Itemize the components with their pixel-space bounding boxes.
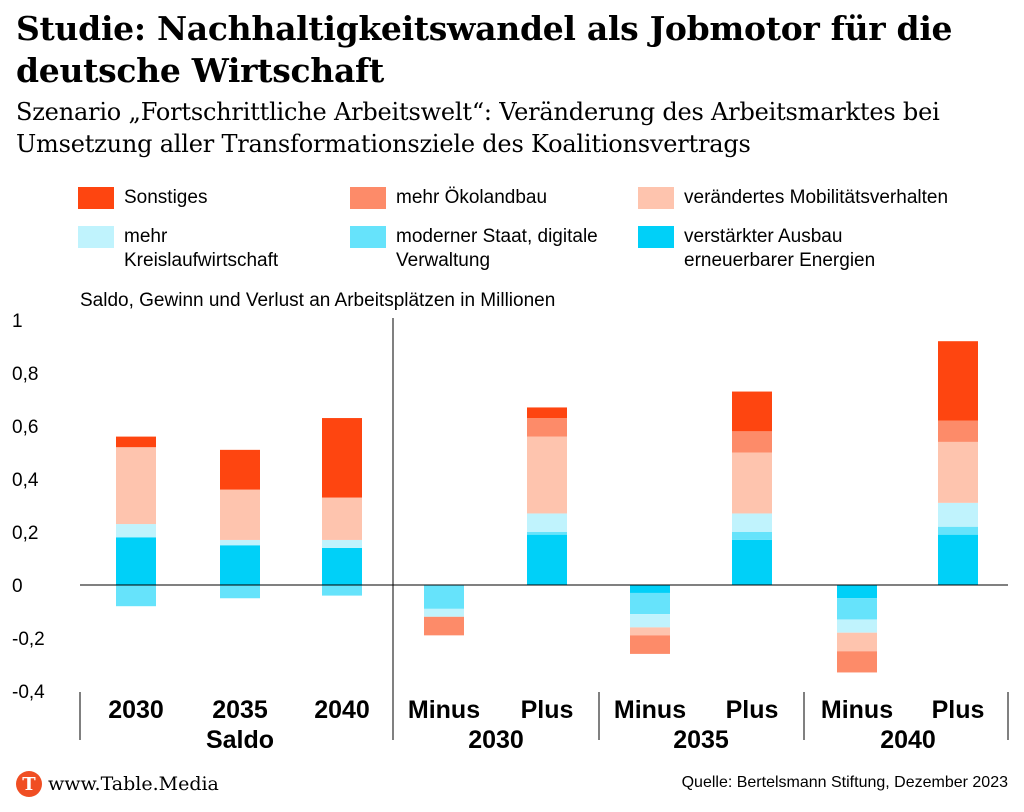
legend-label: Sonstiges: [124, 187, 208, 208]
group-label: Saldo: [206, 726, 274, 754]
bar-segment: [322, 547, 362, 585]
legend-label: verändertes Mobilitätsverhalten: [684, 187, 949, 208]
bar-segment: [837, 619, 877, 633]
legend-label-text: moderner Staat, digitale Verwaltung: [396, 226, 598, 271]
legend-swatch: [78, 226, 114, 248]
y-tick-label: -0,4: [12, 682, 45, 703]
bar-segment: [322, 497, 362, 540]
legend-label: mehr Kreislaufwirtschaft: [124, 225, 324, 273]
bar-segment: [527, 532, 567, 535]
bar-segment: [527, 418, 567, 437]
category-label: Minus: [614, 696, 686, 724]
category-label: Minus: [821, 696, 893, 724]
legend-swatch: [78, 187, 114, 209]
bar-segment: [938, 526, 978, 535]
bar-segment: [732, 532, 772, 540]
chart-subtitle: Szenario „Fortschrittliche Arbeitswelt“:…: [16, 98, 940, 158]
bar-segment: [630, 614, 670, 628]
legend-label: mehr Ökolandbau: [396, 187, 548, 208]
bar-segment: [938, 534, 978, 585]
y-tick-label: 0: [12, 576, 23, 597]
bar-segment: [220, 585, 260, 599]
legend-swatch: [638, 226, 674, 248]
legend-label-text: mehr Kreislaufwirtschaft: [124, 226, 279, 271]
site-url: www.Table.Media: [48, 773, 219, 795]
bar-segment: [322, 585, 362, 596]
y-tick-label: 0,8: [12, 364, 38, 385]
bar-segment: [220, 545, 260, 585]
category-label: 2030: [108, 696, 164, 724]
legend-swatch: [638, 187, 674, 209]
bar-segment: [220, 449, 260, 490]
bar-segment: [116, 436, 156, 448]
bar-segment: [630, 592, 670, 615]
bar-segment: [527, 436, 567, 514]
bar-segment: [116, 585, 156, 607]
legend: Sonstiges mehr Ökolandbau verändertes Mo…: [78, 183, 1018, 278]
bar-segment: [527, 534, 567, 585]
group-label: 2035: [673, 726, 729, 754]
legend-label-text: verstärkter Ausbau erneuerbarer Energien: [684, 226, 876, 271]
chart-title: Studie: Nachhaltigkeitswandel als Jobmot…: [16, 9, 953, 90]
category-label: Plus: [932, 696, 985, 724]
footer-brand: T www.Table.Media: [16, 770, 219, 798]
legend-label: verstärkter Ausbau erneuerbarer Energien: [684, 225, 924, 273]
bar-segment: [732, 391, 772, 432]
bar-segment: [837, 632, 877, 652]
bar-segment: [116, 537, 156, 585]
bar-segment: [424, 616, 464, 636]
legend-label: moderner Staat, digitale Verwaltung: [396, 225, 616, 273]
bar-segment: [732, 539, 772, 585]
category-label: Plus: [521, 696, 574, 724]
y-tick-label: 0,6: [12, 417, 38, 438]
y-tick-label: 0,4: [12, 470, 39, 491]
bar-segment: [732, 513, 772, 532]
group-label: 2030: [468, 726, 524, 754]
y-axis-label: Saldo, Gewinn und Verlust an Arbeitsplät…: [80, 290, 556, 311]
bar-segment: [424, 608, 464, 617]
bar-segment: [630, 635, 670, 654]
bar-segment: [116, 524, 156, 538]
bar-segment: [527, 513, 567, 532]
category-label: 2035: [212, 696, 268, 724]
bar-segment: [837, 651, 877, 673]
bar-segment: [424, 585, 464, 609]
bar-segment: [938, 341, 978, 421]
bar-segment: [938, 441, 978, 503]
bar-segment: [837, 598, 877, 620]
bar-segment: [837, 585, 877, 599]
bar-segment: [527, 407, 567, 419]
legend-swatch: [350, 187, 386, 209]
y-tick-label: 1: [12, 311, 23, 332]
bar-segment: [220, 539, 260, 546]
category-label: Plus: [726, 696, 779, 724]
group-label: 2040: [880, 726, 936, 754]
bar-segment: [220, 489, 260, 540]
table-media-logo-icon: T: [16, 771, 42, 797]
bar-segment: [322, 418, 362, 498]
bar-segment: [938, 502, 978, 527]
bar-segment: [732, 431, 772, 453]
bar-segment: [938, 420, 978, 442]
bar-segment: [732, 452, 772, 514]
bar-segment: [630, 585, 670, 593]
bar-segment: [116, 447, 156, 525]
y-tick-label: -0,2: [12, 629, 45, 650]
y-tick-label: 0,2: [12, 523, 38, 544]
category-label: 2040: [314, 696, 370, 724]
category-label: Minus: [408, 696, 480, 724]
legend-swatch: [350, 226, 386, 248]
source-note: Quelle: Bertelsmann Stiftung, Dezember 2…: [681, 774, 1008, 791]
bar-segment: [630, 627, 670, 636]
bar-segment: [322, 539, 362, 548]
